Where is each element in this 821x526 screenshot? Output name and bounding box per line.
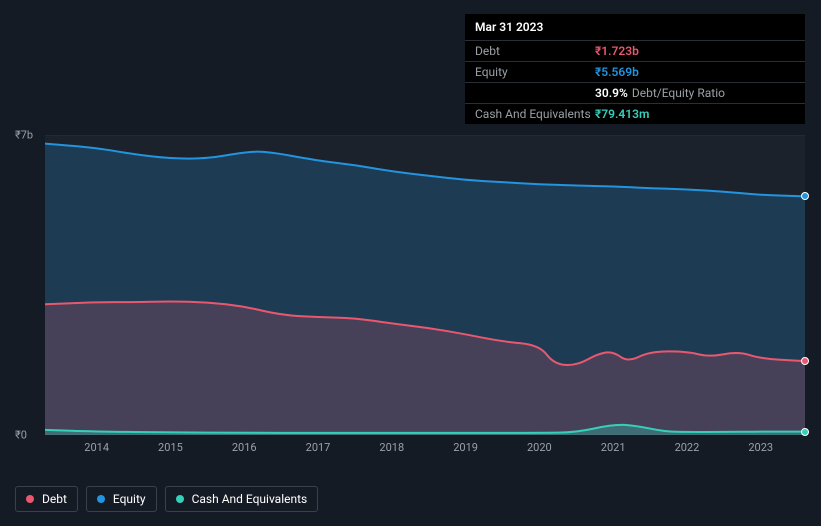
series-end-marker bbox=[801, 192, 809, 200]
tooltip-row-label: Cash And Equivalents bbox=[475, 107, 595, 121]
series-end-marker bbox=[801, 428, 809, 436]
tooltip-date: Mar 31 2023 bbox=[465, 14, 805, 40]
debt-equity-chart: ₹7b₹0 2014201520162017201820192020202120… bbox=[15, 125, 805, 465]
tooltip-row-label: Debt bbox=[475, 44, 595, 58]
chart-plot-area[interactable] bbox=[45, 135, 805, 435]
tooltip-row-label bbox=[475, 86, 595, 100]
legend-label: Debt bbox=[42, 492, 67, 506]
tooltip-row-value: ₹1.723b bbox=[595, 44, 639, 58]
x-axis-tick: 2022 bbox=[675, 441, 700, 454]
x-axis-tick: 2015 bbox=[158, 441, 183, 454]
x-axis-tick: 2019 bbox=[453, 441, 478, 454]
legend-item-debt[interactable]: Debt bbox=[15, 486, 78, 512]
legend-dot-icon bbox=[176, 495, 184, 503]
series-end-marker bbox=[801, 357, 809, 365]
legend-label: Cash And Equivalents bbox=[192, 492, 308, 506]
chart-tooltip: Mar 31 2023 Debt₹1.723bEquity₹5.569b30.9… bbox=[465, 14, 805, 124]
legend-dot-icon bbox=[26, 495, 34, 503]
x-axis: 2014 2015 2016 2017 2018 2019 2020 2021 2022 2023 bbox=[45, 441, 805, 461]
x-axis-tick: 2014 bbox=[84, 441, 109, 454]
y-axis-tick: ₹0 bbox=[15, 429, 27, 442]
tooltip-row: Equity₹5.569b bbox=[465, 61, 805, 82]
chart-legend: Debt Equity Cash And Equivalents bbox=[15, 486, 318, 512]
x-axis-tick: 2023 bbox=[748, 441, 773, 454]
tooltip-row: 30.9% Debt/Equity Ratio bbox=[465, 82, 805, 103]
legend-item-equity[interactable]: Equity bbox=[86, 486, 157, 512]
legend-label: Equity bbox=[113, 492, 146, 506]
x-axis-tick: 2021 bbox=[601, 441, 626, 454]
legend-dot-icon bbox=[97, 495, 105, 503]
legend-item-cash[interactable]: Cash And Equivalents bbox=[165, 486, 319, 512]
x-axis-tick: 2018 bbox=[379, 441, 404, 454]
tooltip-row-value: ₹79.413m bbox=[595, 107, 649, 121]
tooltip-row-value: ₹5.569b bbox=[595, 65, 639, 79]
tooltip-row: Cash And Equivalents₹79.413m bbox=[465, 103, 805, 124]
x-axis-tick: 2017 bbox=[306, 441, 331, 454]
x-axis-tick: 2020 bbox=[527, 441, 552, 454]
tooltip-row-suffix: Debt/Equity Ratio bbox=[632, 86, 725, 100]
tooltip-row-value: 30.9% bbox=[595, 86, 628, 100]
y-axis-tick: ₹7b bbox=[15, 129, 33, 142]
tooltip-row-label: Equity bbox=[475, 65, 595, 79]
x-axis-tick: 2016 bbox=[232, 441, 257, 454]
tooltip-row: Debt₹1.723b bbox=[465, 40, 805, 61]
